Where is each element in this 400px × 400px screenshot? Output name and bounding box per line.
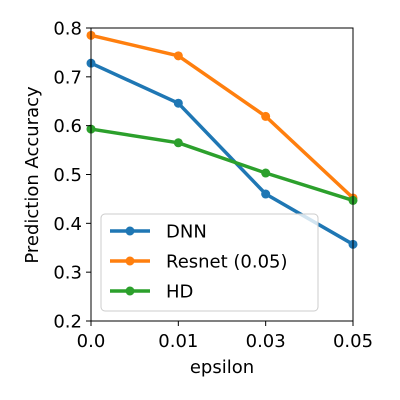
series-line bbox=[88, 33, 356, 201]
y-tick-label: 0.2 bbox=[53, 312, 82, 333]
data-point bbox=[173, 98, 183, 108]
x-axis-label: epsilon bbox=[190, 357, 254, 378]
x-tick-label: 0.05 bbox=[333, 331, 373, 352]
x-axis: 0.0 0.01 0.03 0.05 bbox=[77, 321, 373, 352]
y-tick-label: 0.5 bbox=[53, 165, 82, 186]
y-tick-label: 0.6 bbox=[53, 116, 82, 137]
y-tick-label: 0.7 bbox=[53, 67, 82, 88]
legend-frame bbox=[100, 213, 319, 312]
legend-label: DNN bbox=[166, 222, 207, 243]
x-tick-label: 0.01 bbox=[158, 331, 198, 352]
legend-swatch-marker bbox=[125, 286, 135, 296]
data-point bbox=[173, 138, 183, 148]
legend-swatch-marker bbox=[125, 226, 135, 236]
data-point bbox=[173, 51, 183, 61]
x-tick-label: 0.03 bbox=[246, 331, 286, 352]
data-point bbox=[261, 111, 271, 121]
legend: DNN Resnet (0.05) HD bbox=[100, 213, 319, 312]
legend-label: Resnet (0.05) bbox=[166, 252, 288, 273]
y-tick-label: 0.8 bbox=[53, 19, 82, 40]
y-axis-label: Prediction Accuracy bbox=[22, 86, 43, 264]
y-axis: 0.2 0.3 0.4 0.5 0.6 0.7 0.8 bbox=[53, 19, 91, 333]
legend-label: HD bbox=[166, 282, 193, 303]
series-line bbox=[88, 127, 356, 203]
data-point bbox=[261, 168, 271, 178]
x-tick-label: 0.0 bbox=[77, 331, 106, 352]
y-tick-label: 0.4 bbox=[53, 214, 82, 235]
data-point bbox=[261, 189, 271, 199]
legend-swatch-marker bbox=[125, 256, 135, 266]
y-tick-label: 0.3 bbox=[53, 263, 82, 284]
